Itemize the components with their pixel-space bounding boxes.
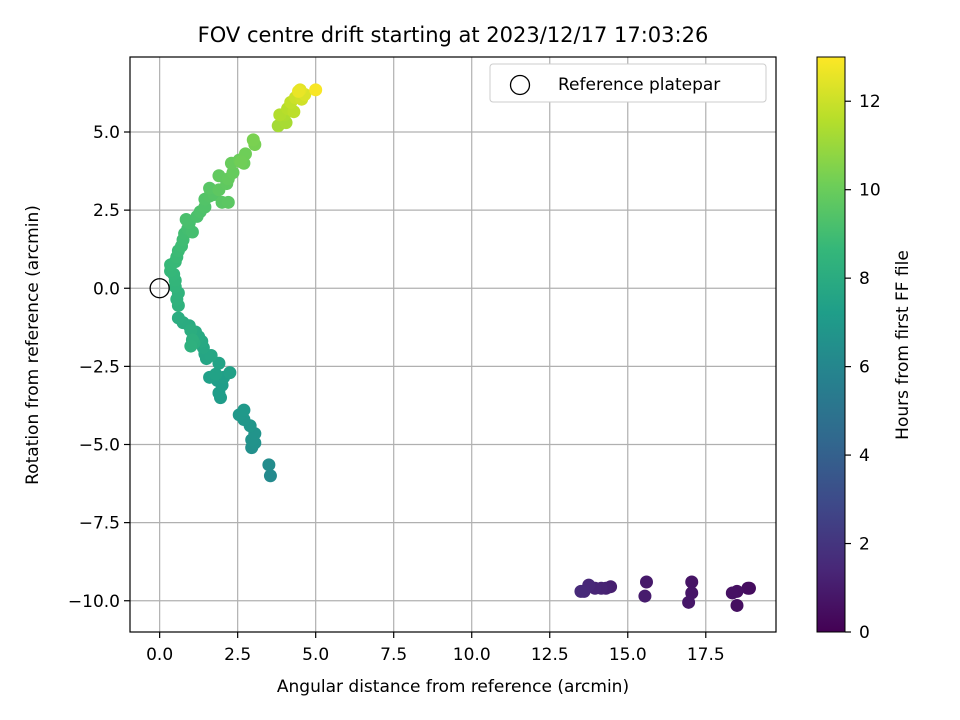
- colorbar-tick-label: 0: [859, 623, 870, 643]
- y-tick-label: 0.0: [93, 279, 120, 299]
- y-tick-label: 5.0: [93, 123, 120, 143]
- data-point: [638, 589, 652, 603]
- data-point: [292, 84, 306, 98]
- x-tick-label: 12.5: [531, 645, 569, 665]
- x-tick-label: 17.5: [687, 645, 725, 665]
- data-point: [179, 213, 193, 226]
- colorbar-gradient: [816, 56, 846, 633]
- colorbar-label: Hours from first FF file: [893, 250, 913, 440]
- chart-title: FOV centre drift starting at 2023/12/17 …: [198, 23, 709, 47]
- x-axis-ticks: 0.0 2.5 5.0 7.5 10.0 12.5 15.0 17.5: [146, 632, 725, 665]
- x-tick-label: 2.5: [224, 645, 251, 665]
- data-point: [237, 403, 251, 417]
- colorbar-tick-label: 10: [859, 181, 881, 201]
- colorbar-tick-label: 6: [859, 358, 870, 378]
- y-tick-label: −2.5: [79, 357, 120, 377]
- data-point: [682, 595, 696, 609]
- legend-reference-marker: [509, 74, 531, 96]
- plot-frame: [129, 56, 777, 633]
- data-point: [223, 366, 237, 380]
- y-tick-label: −5.0: [79, 436, 120, 456]
- x-tick-label: 10.0: [453, 645, 491, 665]
- data-point: [730, 598, 744, 612]
- legend: Reference platepar: [489, 63, 767, 103]
- y-tick-label: −10.0: [68, 592, 120, 612]
- grid-lines: [130, 57, 776, 632]
- data-point: [741, 581, 755, 595]
- data-point: [246, 133, 260, 147]
- y-tick-label: 2.5: [93, 201, 120, 221]
- data-point: [262, 458, 276, 472]
- data-point: [639, 575, 653, 589]
- colorbar-tick-label: 4: [859, 446, 870, 466]
- colorbar-tick-label: 2: [859, 535, 870, 555]
- x-tick-label: 15.0: [609, 645, 647, 665]
- data-point: [234, 155, 248, 169]
- data-point: [171, 311, 185, 325]
- legend-box: [489, 63, 767, 103]
- data-point: [221, 195, 235, 209]
- y-axis-ticks: 5.0 2.5 0.0 −2.5 −5.0 −7.5 −10.0: [68, 123, 130, 612]
- data-points: [164, 83, 756, 612]
- data-point: [263, 469, 277, 483]
- y-tick-label: −7.5: [79, 514, 120, 534]
- data-point: [209, 367, 223, 381]
- x-tick-label: 0.0: [146, 645, 173, 665]
- data-point: [184, 339, 198, 353]
- reference-marker-group: [149, 278, 170, 299]
- colorbar-tick-label: 12: [859, 92, 881, 112]
- x-tick-label: 5.0: [302, 645, 329, 665]
- data-point: [685, 575, 699, 589]
- x-tick-label: 7.5: [380, 645, 407, 665]
- data-point: [309, 83, 323, 97]
- data-point: [574, 584, 588, 598]
- reference-platepar-marker: [149, 278, 170, 299]
- colorbar: 0 2 4 6 8 10 12 Hours from first FF file: [816, 56, 913, 643]
- legend-entry-label: Reference platepar: [558, 75, 720, 95]
- data-point: [725, 586, 739, 600]
- x-axis-label: Angular distance from reference (arcmin): [277, 677, 629, 697]
- colorbar-tick-label: 8: [859, 269, 870, 289]
- colorbar-ticks: 0 2 4 6 8 10 12: [845, 92, 881, 643]
- y-axis-label: Rotation from reference (arcmin): [23, 205, 43, 485]
